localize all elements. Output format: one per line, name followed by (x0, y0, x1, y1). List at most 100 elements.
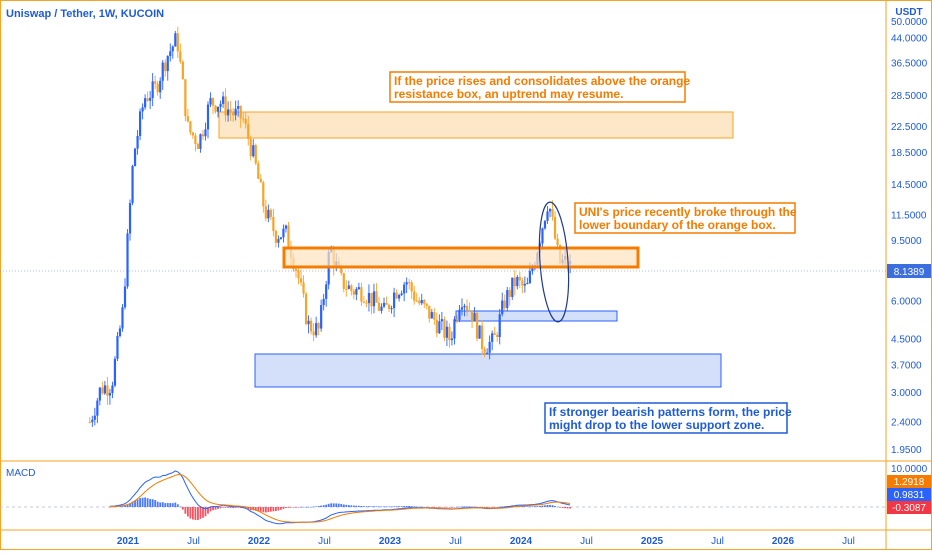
candle-body (372, 291, 376, 307)
candle-body (219, 103, 222, 107)
candle-body (239, 105, 242, 119)
macd-histogram-bar (378, 506, 380, 508)
annotation-top[interactable]: If the price rises and consolidates abov… (389, 71, 690, 103)
candle-body (352, 290, 355, 295)
candle-body (244, 118, 247, 124)
macd-histogram-bar (156, 501, 159, 507)
macd-histogram-bar (551, 505, 554, 507)
macd-histogram-bar (136, 499, 139, 507)
candle-body (450, 338, 454, 341)
macd-histogram (109, 497, 572, 521)
candle-body (282, 228, 285, 238)
macd-histogram-bar (488, 507, 491, 508)
macd-histogram-bar (264, 507, 267, 513)
upper-resistance-box[interactable] (218, 111, 734, 139)
macd-histogram-bar (209, 507, 212, 512)
macd-histogram-bar (149, 499, 152, 507)
macd-histogram-bar (214, 507, 217, 510)
macd-histogram-bar (169, 503, 172, 507)
y-tick-label: 9.5000 (891, 236, 922, 247)
signal-line (109, 473, 571, 523)
orange-resistance-box[interactable] (282, 246, 640, 269)
macd-histogram-bar (476, 506, 478, 508)
macd-histogram-bar (440, 507, 443, 508)
candle-body (433, 312, 436, 320)
macd-tick: 10.0000 (891, 464, 928, 475)
macd-histogram-bar (536, 506, 539, 507)
candle-body (415, 300, 418, 302)
breakdown-ellipse[interactable] (536, 201, 572, 323)
macd-histogram-bar (184, 507, 187, 514)
macd-value-red-badge (887, 501, 931, 514)
candle-body (322, 298, 325, 306)
lower-support-zone[interactable] (254, 353, 722, 388)
macd-histogram-bar (385, 506, 388, 508)
macd-histogram-bar (564, 507, 566, 509)
candle-body (302, 282, 305, 294)
candle-body (320, 305, 323, 329)
candle-body (362, 301, 366, 303)
candle-body (528, 271, 531, 284)
macd-histogram-bar (559, 507, 561, 508)
candle-body (387, 304, 391, 309)
macd-histogram-bar (302, 506, 305, 508)
macd-histogram-bar (549, 504, 551, 507)
macd-histogram-bar (322, 505, 325, 507)
macd-histogram-bar (141, 497, 144, 507)
candle-body (418, 300, 421, 304)
candle-body (284, 225, 288, 229)
candle-body (262, 182, 265, 207)
candle-body (294, 269, 298, 271)
candle-body (174, 33, 177, 47)
candle-body (408, 282, 411, 284)
candle-body (546, 211, 549, 221)
minor-support-box[interactable] (455, 310, 618, 322)
candle-body (279, 237, 283, 240)
y-tick-label: 11.5000 (891, 211, 927, 222)
macd-histogram-bar (526, 506, 529, 507)
candle-body (161, 62, 164, 81)
candle-body (395, 292, 398, 299)
candle-body (101, 387, 104, 394)
candle-body (151, 81, 154, 98)
candle-body (435, 319, 438, 334)
candle-body (191, 132, 194, 136)
annotation-bottom[interactable]: If stronger bearish patterns form, the p… (544, 402, 792, 434)
macd-histogram-bar (438, 507, 441, 508)
macd-histogram-bar (556, 506, 559, 508)
candle-body (503, 300, 506, 308)
candle-body (518, 276, 521, 281)
candle-body (297, 270, 300, 279)
candle-body (498, 314, 501, 338)
macd-histogram-bar (363, 506, 365, 507)
macd-histogram-bar (350, 505, 353, 507)
macd-histogram-bar (471, 506, 473, 508)
macd-histogram-bar (174, 502, 177, 507)
annotation-middle-box (574, 202, 796, 234)
candle-body (181, 61, 184, 80)
candle-body (154, 81, 157, 84)
currency-label[interactable]: USDT (895, 7, 922, 18)
candle-body (526, 283, 529, 285)
candle-body (541, 228, 544, 244)
candle-body (521, 280, 524, 286)
y-tick-label: 22.5000 (891, 122, 928, 133)
y-tick-label: 6.0000 (891, 297, 922, 308)
candle-body (111, 385, 114, 393)
macd-histogram-bar (179, 506, 182, 508)
macd-histogram-bar (257, 507, 260, 512)
candle-body (171, 46, 174, 52)
candle-body (470, 310, 474, 322)
macd-histogram-bar (280, 507, 282, 510)
macd-histogram-bar (267, 507, 270, 513)
macd-histogram-bar (400, 506, 403, 507)
macd-histogram-bar (295, 507, 297, 508)
candle-body (136, 136, 139, 149)
candle-body (189, 121, 192, 133)
macd-histogram-bar (435, 507, 438, 508)
annotation-middle[interactable]: UNI's price recently broke through the l… (574, 202, 797, 234)
y-tick-label: 3.7000 (891, 360, 922, 371)
macd-histogram-bar (317, 506, 320, 507)
macd-histogram-bar (312, 506, 315, 508)
